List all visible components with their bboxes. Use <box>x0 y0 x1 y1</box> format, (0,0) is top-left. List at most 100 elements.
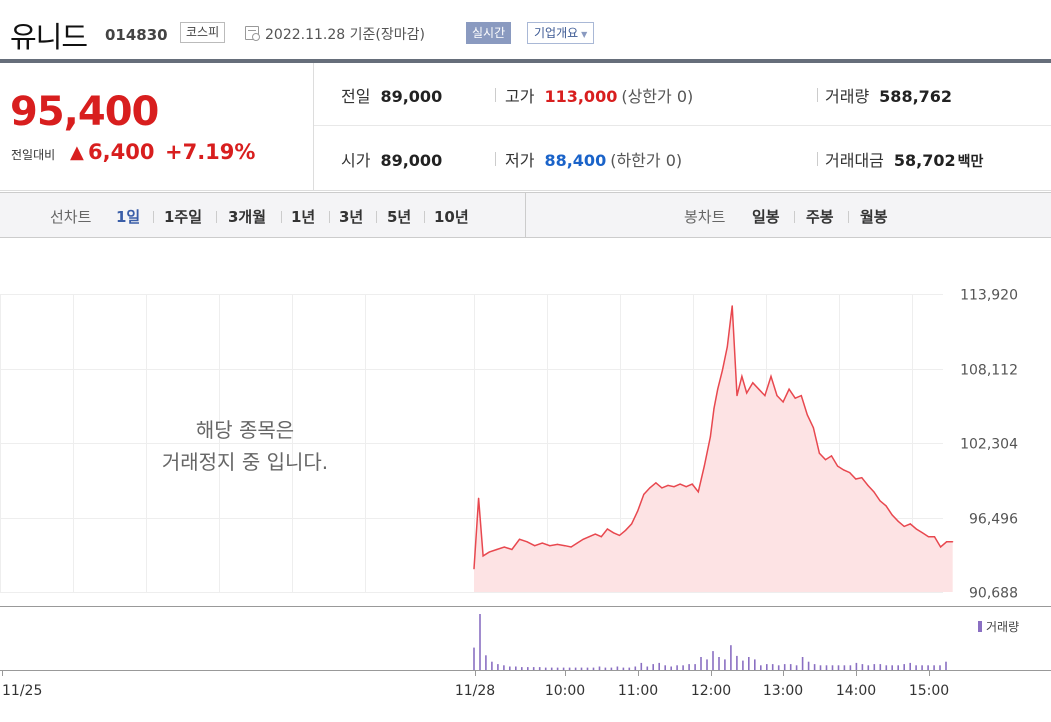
volume-bar <box>634 666 637 670</box>
company-overview-label: 기업개요 <box>534 26 579 40</box>
candle-month-button[interactable]: 월봉 <box>860 208 888 226</box>
x-tick-label: 15:00 <box>909 683 949 699</box>
volume-bar <box>521 667 523 670</box>
y-tick-label: 102,304 <box>960 437 1018 453</box>
price-point <box>885 505 887 507</box>
price-point <box>534 545 536 547</box>
period-divider <box>216 211 217 223</box>
volume-bar <box>646 666 649 670</box>
price-point <box>582 538 584 540</box>
y-tick-label: 108,112 <box>960 363 1018 379</box>
period-5y-button[interactable]: 5년 <box>387 208 412 226</box>
price-point <box>655 482 657 484</box>
halt-line: 해당 종목은 <box>195 418 295 442</box>
stat-volume: 거래량 588,762 <box>825 83 952 107</box>
period-divider <box>281 211 282 223</box>
stat-label: 거래량 <box>825 87 870 106</box>
period-10y-button[interactable]: 10년 <box>434 208 469 226</box>
candle-week-button[interactable]: 주봉 <box>806 208 834 226</box>
price-stats: 전일 89,000 고가 113,000 (상한가 0) 거래량 588,762 시가 8… <box>314 63 1051 191</box>
stat-open: 시가 89,000 <box>341 147 442 171</box>
stat-note: (하한가 0) <box>610 151 683 170</box>
price-point <box>946 541 948 543</box>
change-percent: +7.19% <box>165 140 256 164</box>
stat-trade-value: 거래대금 58,702 백만 <box>825 147 983 171</box>
volume-bar <box>766 664 768 670</box>
price-point <box>612 532 615 534</box>
y-tick-label: 113,920 <box>960 288 1018 304</box>
price-line <box>473 305 953 569</box>
price-point <box>837 465 839 467</box>
volume-bar <box>694 664 696 670</box>
volume-bar <box>706 659 708 670</box>
price-point <box>824 459 827 461</box>
price-point <box>511 548 513 551</box>
stat-value: 88,400 <box>544 151 607 170</box>
volume-bar <box>891 665 893 670</box>
volume-bar <box>515 666 517 670</box>
period-1d-button[interactable]: 1일 <box>116 208 141 226</box>
candle-day-button[interactable]: 일봉 <box>752 208 780 226</box>
price-point <box>503 546 505 548</box>
price-point <box>903 525 905 527</box>
period-1w-button[interactable]: 1주일 <box>164 208 203 226</box>
price-point <box>625 529 627 531</box>
price-point <box>482 555 484 557</box>
price-point <box>952 541 954 543</box>
price-box: 95,400 전일대비 ▲ 6,400 +7.19% <box>0 63 314 191</box>
price-point <box>667 484 669 486</box>
stat-high: 고가 113,000 (상한가 0) <box>505 83 693 107</box>
volume-bar <box>700 657 702 670</box>
price-point <box>849 472 851 474</box>
volume-bar <box>760 665 762 670</box>
candle-chart-label: 봉차트 <box>684 208 726 226</box>
price-point <box>600 536 602 538</box>
volume-swatch <box>978 621 982 632</box>
bar-divider <box>525 193 526 237</box>
price-point <box>806 414 808 416</box>
volume-bar <box>748 657 750 670</box>
volume-bar <box>873 664 876 670</box>
price-point <box>879 500 881 502</box>
price-point <box>855 478 857 480</box>
change-label: 전일대비 <box>11 148 56 162</box>
volume-bar <box>777 665 780 670</box>
volume-bar <box>532 667 535 670</box>
volume-bar <box>843 665 846 670</box>
price-point <box>637 510 639 512</box>
volume-bar <box>718 657 720 670</box>
volume-bar <box>783 664 786 670</box>
header-divider <box>0 59 1051 63</box>
price-point <box>843 469 845 471</box>
company-overview-dropdown[interactable]: 기업개요 ▼ <box>527 22 595 44</box>
volume-bar <box>903 664 905 670</box>
price-point <box>812 427 815 429</box>
stat-divider <box>495 152 496 166</box>
volume-bar <box>652 664 654 670</box>
volume-bar <box>933 665 935 670</box>
volume-bar <box>795 665 798 670</box>
period-divider <box>794 211 795 223</box>
stat-unit: 백만 <box>957 154 984 170</box>
price-point <box>861 477 863 479</box>
x-tick-label: 13:00 <box>763 683 803 699</box>
realtime-button[interactable]: 실시간 <box>466 22 512 44</box>
price-point <box>556 543 559 545</box>
period-1y-button[interactable]: 1년 <box>291 208 316 226</box>
period-3m-button[interactable]: 3개월 <box>228 208 267 226</box>
y-tick-label: 90,688 <box>969 586 1018 602</box>
price-point <box>541 542 543 544</box>
stat-divider <box>817 88 818 102</box>
price-point <box>478 497 480 499</box>
stat-label: 거래대금 <box>825 151 884 170</box>
volume-bar <box>712 651 714 670</box>
volume-bar <box>789 664 792 670</box>
volume-bar <box>604 667 607 670</box>
period-3y-button[interactable]: 3년 <box>339 208 364 226</box>
volume-bar <box>610 667 613 670</box>
price-point <box>776 395 778 397</box>
volume-bar <box>688 664 690 670</box>
price-point <box>564 545 566 547</box>
volume-bar <box>730 645 732 670</box>
price-point <box>594 533 596 535</box>
